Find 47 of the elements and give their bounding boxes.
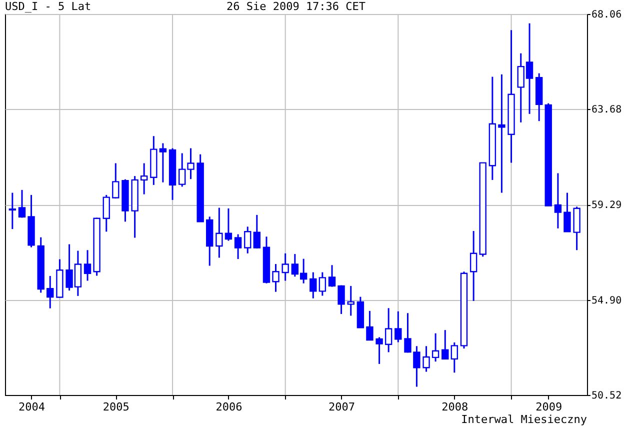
candlestick (442, 329, 449, 360)
x-tick-label: 2006 (216, 400, 242, 414)
y-tick-label: 50.52 (592, 390, 622, 402)
y-tick-label: 68.06 (592, 10, 622, 20)
x-tick-label: 2009 (536, 400, 562, 414)
candlestick (573, 206, 580, 251)
candlestick (244, 226, 252, 254)
candlestick (224, 208, 232, 242)
candlestick (328, 264, 336, 288)
candlestick (394, 310, 402, 343)
candlestick (376, 336, 383, 365)
candlestick (384, 307, 392, 353)
candlestick (366, 310, 374, 341)
candlestick (112, 162, 120, 200)
y-tick-label: 54.90 (592, 295, 622, 306)
x-tick-label: 2005 (102, 400, 130, 414)
y-tick-label: 63.68 (592, 104, 622, 116)
x-tick-label: 2004 (18, 400, 46, 414)
candlestick (554, 172, 562, 230)
candlestick (102, 194, 110, 232)
candlestick (140, 162, 148, 196)
y-tick-label: 59.29 (592, 200, 622, 211)
candlestick (272, 263, 280, 293)
candlestick (498, 74, 506, 194)
candlestick (310, 272, 317, 300)
x-tick-label: 2007 (328, 400, 356, 414)
candlestick (84, 249, 92, 282)
candlestick (318, 272, 326, 296)
candlestick (564, 192, 571, 232)
chart-title: USD_I - 5 Lat (5, 0, 92, 13)
candlestick (282, 252, 289, 282)
candlestick (338, 284, 345, 315)
candlestick (159, 142, 167, 184)
candlestick (234, 234, 242, 260)
candlestick (432, 332, 440, 362)
candlestick (450, 342, 458, 374)
text: Interwal Miesieczny (461, 413, 588, 426)
candlestick (422, 345, 430, 373)
candlestick (347, 285, 354, 316)
x-tick-label: 2008 (442, 400, 468, 414)
candlestick (253, 214, 260, 250)
candlestick (470, 230, 478, 302)
candlestick (216, 207, 223, 258)
candlestick (46, 275, 54, 310)
candlestick (18, 189, 26, 218)
candlestick (8, 192, 16, 230)
chart-subtitle: 26 Sie 2009 17:36 CET (226, 0, 366, 13)
